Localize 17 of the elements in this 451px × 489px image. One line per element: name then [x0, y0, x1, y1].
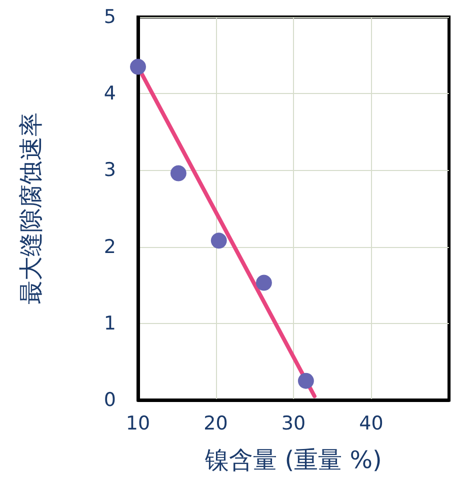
y-tick-label: 4	[104, 82, 116, 105]
x-tick-label: 20	[204, 412, 228, 434]
point	[298, 372, 314, 389]
y-tick-label: 0	[104, 389, 116, 411]
y-axis-title: 最大缝隙腐蚀速率	[17, 112, 45, 304]
point	[210, 232, 227, 249]
point	[130, 58, 146, 75]
x-tick-label: 10	[126, 412, 150, 434]
y-tick-label: 5	[104, 6, 116, 28]
point	[256, 274, 272, 291]
y-tick-label: 1	[104, 312, 116, 334]
x-tick-label: 30	[281, 412, 306, 434]
y-tick-label: 2	[104, 236, 116, 258]
y-tick-label: 3	[104, 159, 116, 182]
x-tick-label: 40	[359, 412, 384, 434]
point	[170, 165, 186, 182]
x-axis-title: 镍含量 (重量 %)	[204, 446, 382, 474]
